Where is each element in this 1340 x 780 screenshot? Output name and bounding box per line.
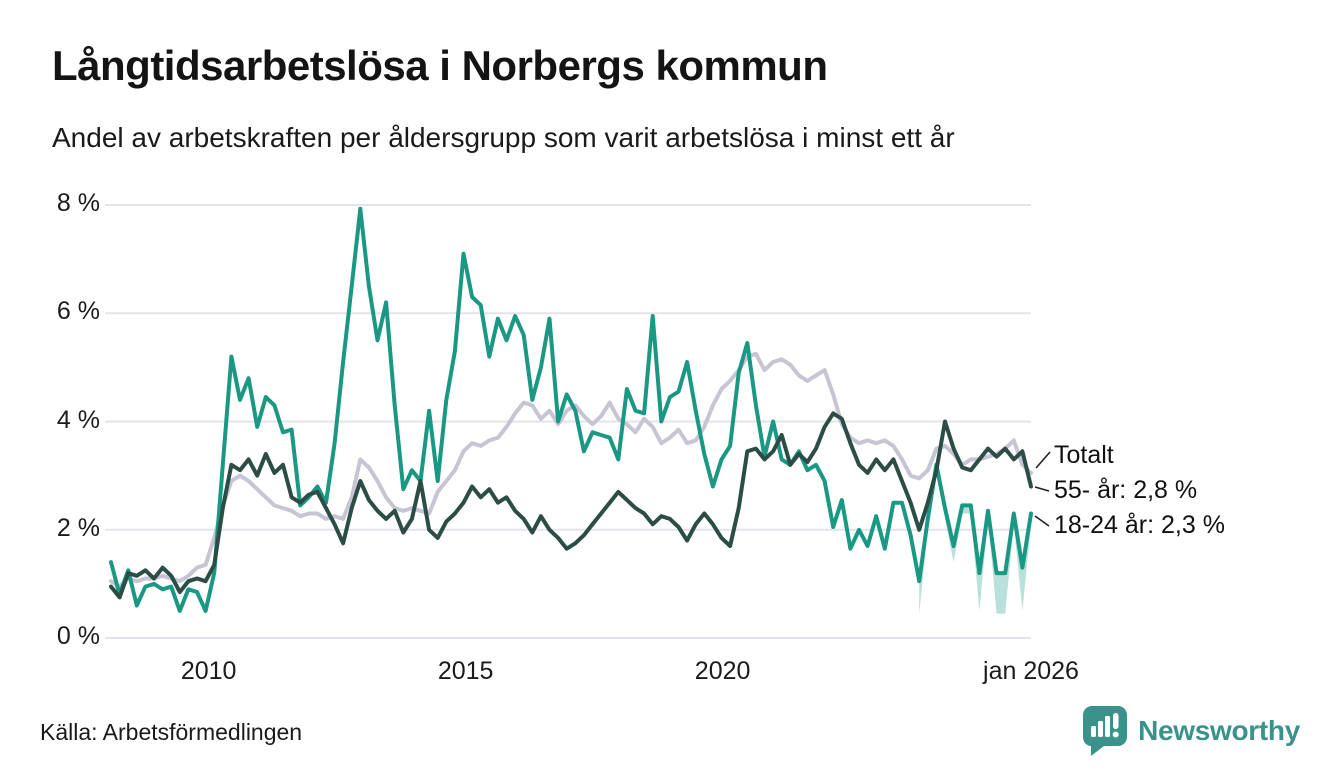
y-axis-tick-label: 8 % — [56, 189, 100, 217]
newsworthy-logo-icon — [1083, 706, 1128, 756]
x-axis-tick-label: jan 2026 — [983, 657, 1079, 685]
x-axis-tick-label: 2020 — [694, 657, 751, 685]
series-line-55- år — [109, 411, 1033, 600]
series-label-55-ar: 55- år: 2,8 % — [1054, 476, 1198, 504]
chart-subtitle: Andel av arbetskraften per åldersgrupp s… — [52, 122, 955, 153]
y-axis-tick-label: 2 % — [56, 513, 100, 542]
y-axis-tick-label: 4 % — [56, 405, 100, 434]
x-axis-tick-label: 2010 — [180, 657, 237, 685]
newsworthy-brand-name: Newsworthy — [1138, 715, 1300, 746]
series-line-Totalt — [109, 351, 1033, 589]
series-label-totalt: Totalt — [1054, 441, 1114, 469]
newsworthy-brand: Newsworthy — [1082, 705, 1300, 757]
chart-title: Långtidsarbetslösa i Norbergs kommun — [52, 42, 828, 89]
y-axis-tick-label: 6 % — [56, 297, 100, 326]
series-label-18-24-ar: 18-24 år: 2,3 % — [1054, 511, 1225, 539]
y-axis-tick-label: 0 % — [56, 622, 100, 650]
x-axis-tick-label: 2015 — [437, 657, 494, 685]
source-note: Källa: Arbetsförmedlingen — [40, 719, 303, 745]
series-line-18-24 år — [109, 206, 1033, 613]
